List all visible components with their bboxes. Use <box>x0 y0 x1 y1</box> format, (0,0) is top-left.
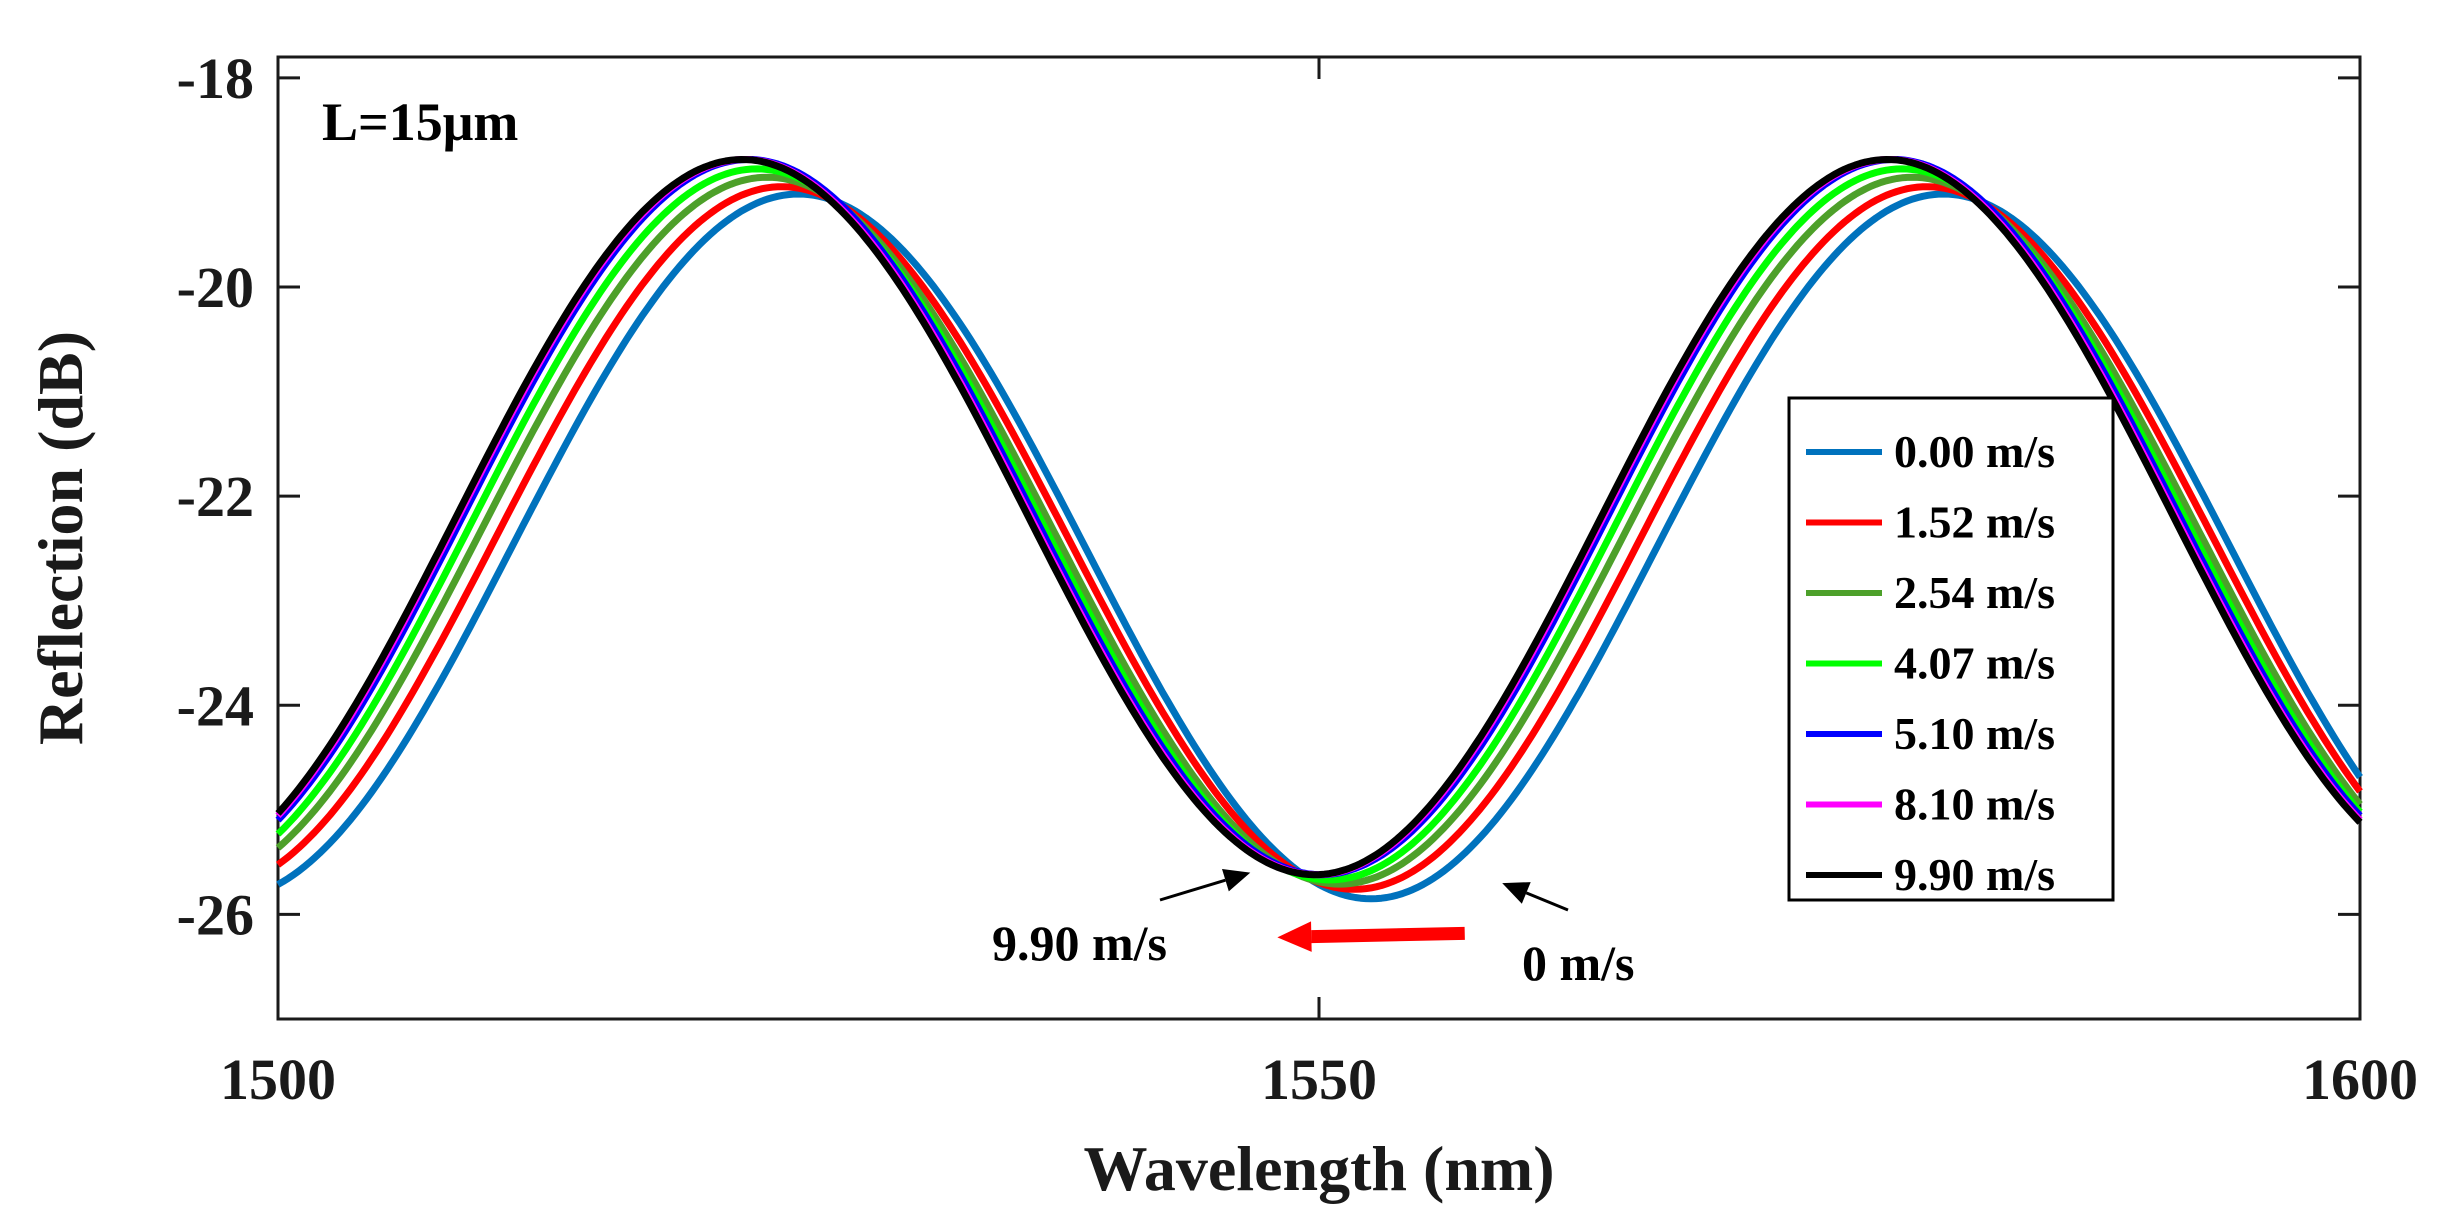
shift-arrow-shaft <box>1311 926 1465 944</box>
legend: 0.00 m/s 1.52 m/s 2.54 m/s 4.07 m/s 5.10 m/s… <box>1787 396 2115 902</box>
y-axis-title: Reflection (dB) <box>25 331 96 745</box>
y-tick-label: -20 <box>177 255 254 320</box>
y-tick-label: -24 <box>177 673 254 738</box>
data-series <box>275 156 2363 903</box>
x-tick-label: 1500 <box>220 1047 336 1112</box>
x-tick-label: 1600 <box>2302 1047 2418 1112</box>
annotation-arrow-0-head <box>1502 882 1531 904</box>
length-label: L=15μm <box>322 92 518 152</box>
annotation-arrow-9-90-shaft <box>1159 878 1226 902</box>
legend-label: 1.52 m/s <box>1894 497 2055 548</box>
legend-label: 9.90 m/s <box>1894 849 2055 900</box>
x-axis-title: Wavelength (nm) <box>1083 1133 1554 1204</box>
x-tick-label: 1550 <box>1261 1047 1377 1112</box>
legend-box <box>1787 396 2115 902</box>
annotation-arrow-0-shaft <box>1525 891 1569 912</box>
annotation-arrow-9-90-head <box>1222 868 1251 892</box>
annotation-label-9-90: 9.90 m/s <box>992 915 1167 971</box>
annotation-label-0: 0 m/s <box>1522 935 1635 991</box>
legend-label: 5.10 m/s <box>1894 708 2055 759</box>
legend-label: 4.07 m/s <box>1894 638 2055 689</box>
y-tick-label: -18 <box>177 46 254 111</box>
axis-tick-labels: 1500 1550 1600 -18 -20 -22 -24 -26 <box>177 46 2418 1112</box>
y-tick-label: -26 <box>177 882 254 947</box>
legend-label: 0.00 m/s <box>1894 426 2055 477</box>
series-line-9-90-m-s <box>275 156 2363 879</box>
legend-label: 8.10 m/s <box>1894 779 2055 830</box>
legend-label: 2.54 m/s <box>1894 567 2055 618</box>
annotations: 9.90 m/s 0 m/s <box>992 868 1635 991</box>
y-tick-label: -22 <box>177 464 254 529</box>
shift-arrow-head <box>1277 921 1312 952</box>
axis-ticks <box>276 57 2362 1019</box>
